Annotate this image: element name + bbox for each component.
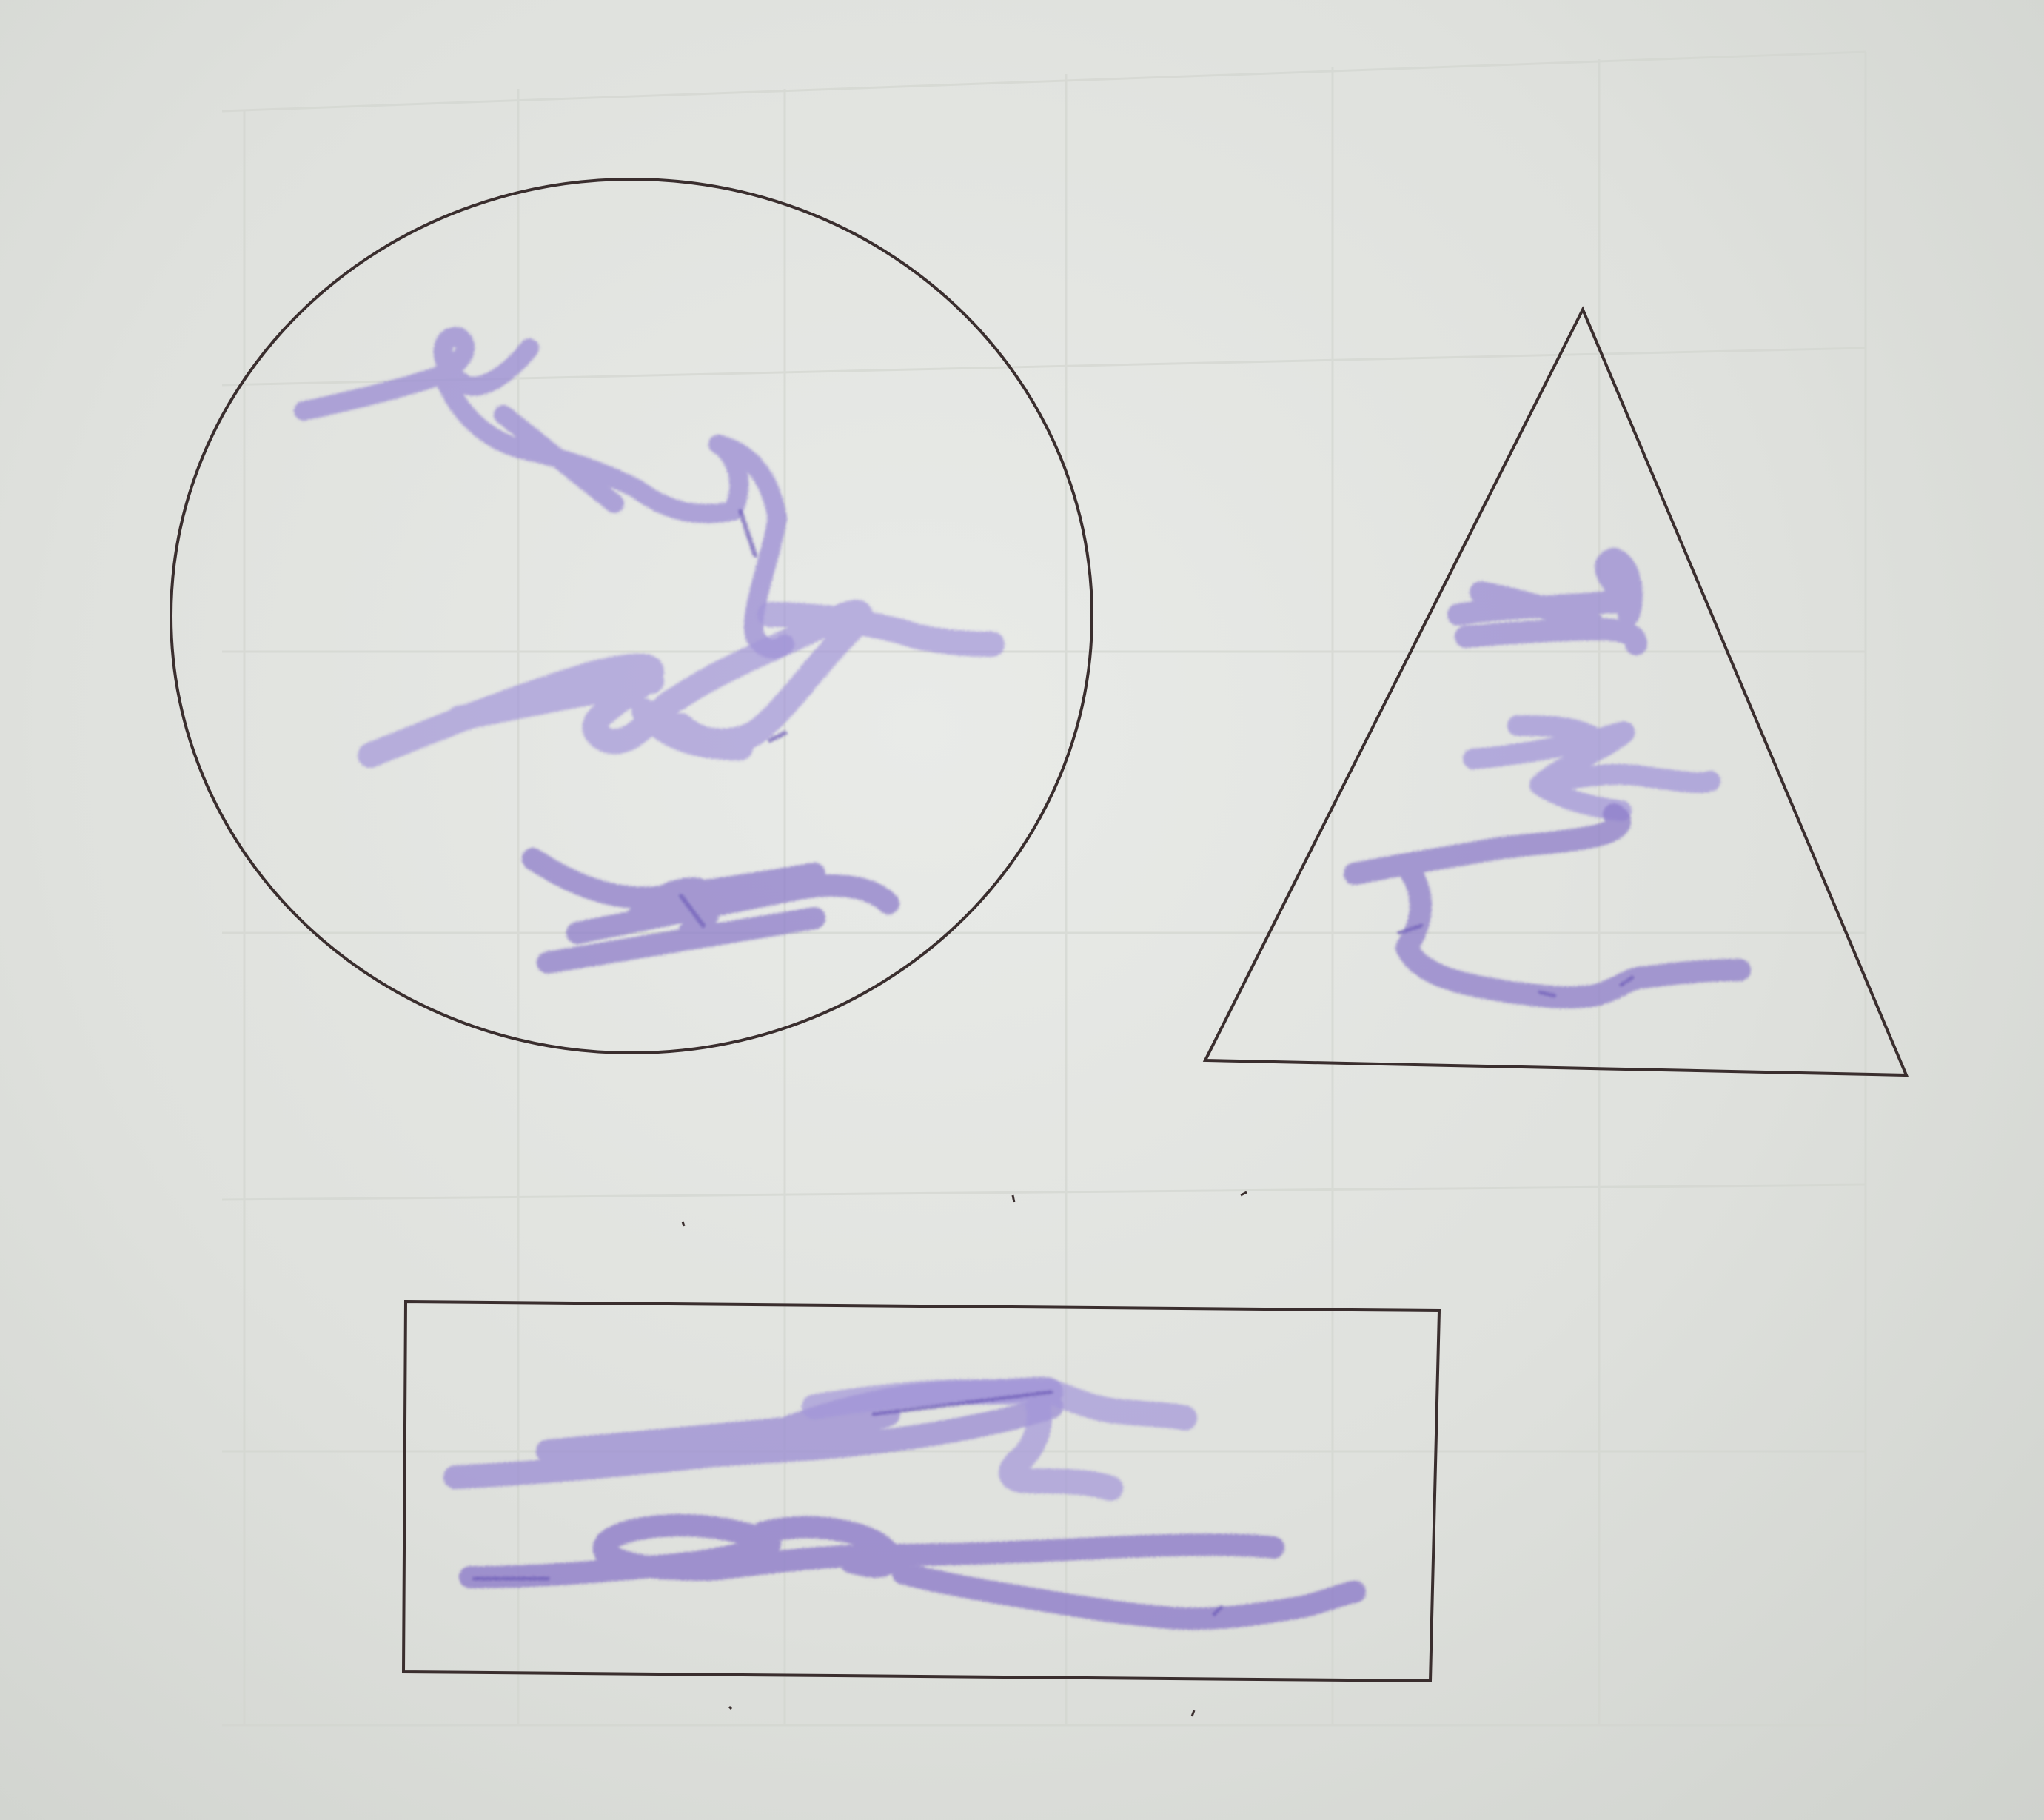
circle-shape [170, 178, 1093, 1054]
circle-outline [170, 178, 1093, 1054]
rectangle-crayon-scribble [443, 1376, 1366, 1630]
rectangle-shape [401, 1299, 1441, 1683]
triangle-shape [1202, 306, 1909, 1077]
triangle-crayon-scribble [1344, 548, 1751, 1009]
rectangle-outline [401, 1299, 1441, 1683]
background-grid [221, 50, 1867, 1727]
triangle-outline [1202, 306, 1909, 1077]
stray-marks [681, 1191, 1247, 1717]
circle-crayon-scribble [294, 327, 1005, 974]
